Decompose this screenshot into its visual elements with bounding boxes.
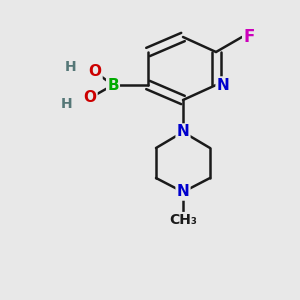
- Text: N: N: [177, 184, 189, 200]
- Text: CH₃: CH₃: [169, 213, 197, 227]
- Text: B: B: [107, 77, 119, 92]
- Text: O: O: [83, 91, 97, 106]
- Text: F: F: [243, 28, 255, 46]
- Text: N: N: [217, 77, 230, 92]
- Text: N: N: [177, 124, 189, 140]
- Text: H: H: [61, 97, 73, 111]
- Text: H: H: [65, 60, 77, 74]
- Text: O: O: [88, 64, 101, 80]
